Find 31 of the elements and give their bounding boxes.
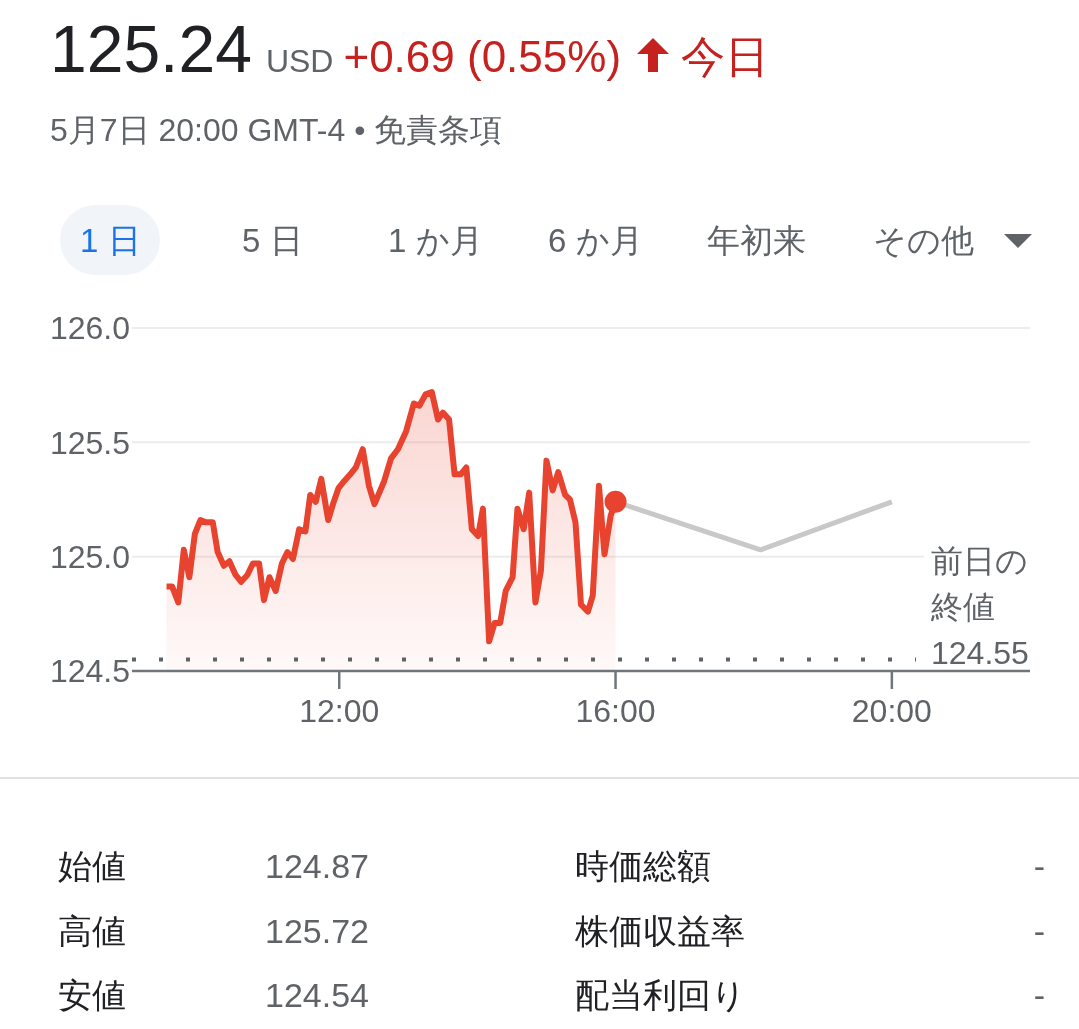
x-tick-label: 12:00 — [299, 692, 380, 729]
text: 配当利回り — [575, 975, 746, 1015]
text: USD — [265, 43, 334, 80]
text: 始値 — [58, 846, 126, 886]
text: 安値 — [58, 975, 126, 1015]
text: 株価収益率 — [575, 911, 745, 951]
text: 1 日 — [80, 222, 141, 260]
text: +0.69 (0.55%) — [343, 32, 622, 83]
y-tick-label: 124.5 — [49, 653, 130, 690]
x-tick-label: 20:00 — [851, 692, 932, 729]
text: 1 か月 — [388, 222, 483, 260]
text: 125.72 — [265, 911, 369, 951]
x-tick-label: 16:00 — [575, 692, 656, 729]
text: - — [1033, 846, 1045, 886]
y-tick-label: 125.5 — [49, 424, 130, 461]
text: 今日 — [681, 32, 770, 83]
y-tick-label: 125.0 — [49, 539, 130, 576]
ref-line-label: 前日の終値 124.55 — [930, 542, 1029, 671]
text: 年初来 — [707, 222, 806, 260]
text: 5 日 — [242, 222, 303, 260]
text: 124.87 — [265, 846, 369, 886]
y-tick-label: 126.0 — [49, 310, 130, 347]
text: - — [1033, 975, 1045, 1015]
text: 124.54 — [265, 975, 369, 1015]
text: 時価総額 — [575, 846, 711, 886]
chart-subtitle: 5月7日 20:00 GMT-4 • 免責条項 — [50, 111, 503, 150]
chart-title: 125.24 — [50, 12, 252, 88]
text: 6 か月 — [548, 222, 643, 260]
text: 高値 — [58, 911, 126, 951]
text: - — [1033, 911, 1045, 951]
text: その他 — [873, 222, 974, 260]
